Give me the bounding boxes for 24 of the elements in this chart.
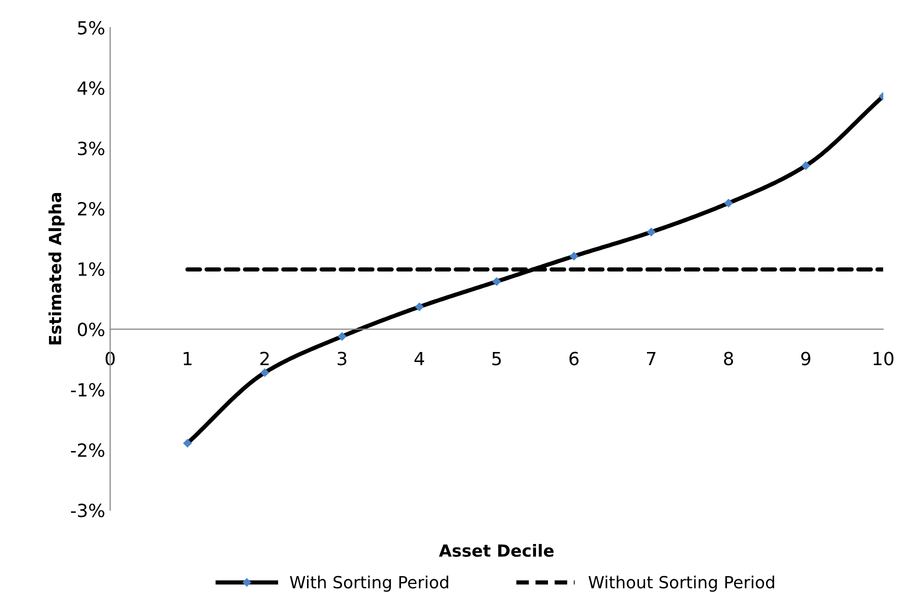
y-tick-label: 3% [78,142,104,156]
y-tick-label: -3% [71,504,104,518]
y-tick-label: 1% [78,262,104,276]
y-tick-label: -2% [71,443,104,457]
x-tick-label: 7 [646,352,656,366]
x-tick-label: 4 [414,352,424,366]
y-tick-label: -1% [71,382,104,397]
x-tick-label: 5 [492,352,501,366]
legend-label: Without Sorting Period [588,576,774,592]
x-tick-label: 0 [106,352,115,366]
x-tick-label: 10 [874,352,894,366]
legend-label: With Sorting Period [290,576,448,592]
x-tick-label: 1 [184,352,192,366]
x-tick-label: 9 [801,352,810,366]
x-tick-label: 3 [338,352,346,366]
y-tick-label: 0% [78,322,104,336]
y-axis-title: Estimated Alpha [48,193,65,344]
x-tick-label: 2 [260,352,269,366]
y-tick-label: 2% [78,202,104,216]
y-tick-label: 5% [78,20,104,35]
y-tick-label: 4% [78,81,104,95]
x-tick-label: 6 [569,352,579,366]
x-tick-label: 8 [724,352,734,366]
x-axis-title: Asset Decile [438,544,554,557]
